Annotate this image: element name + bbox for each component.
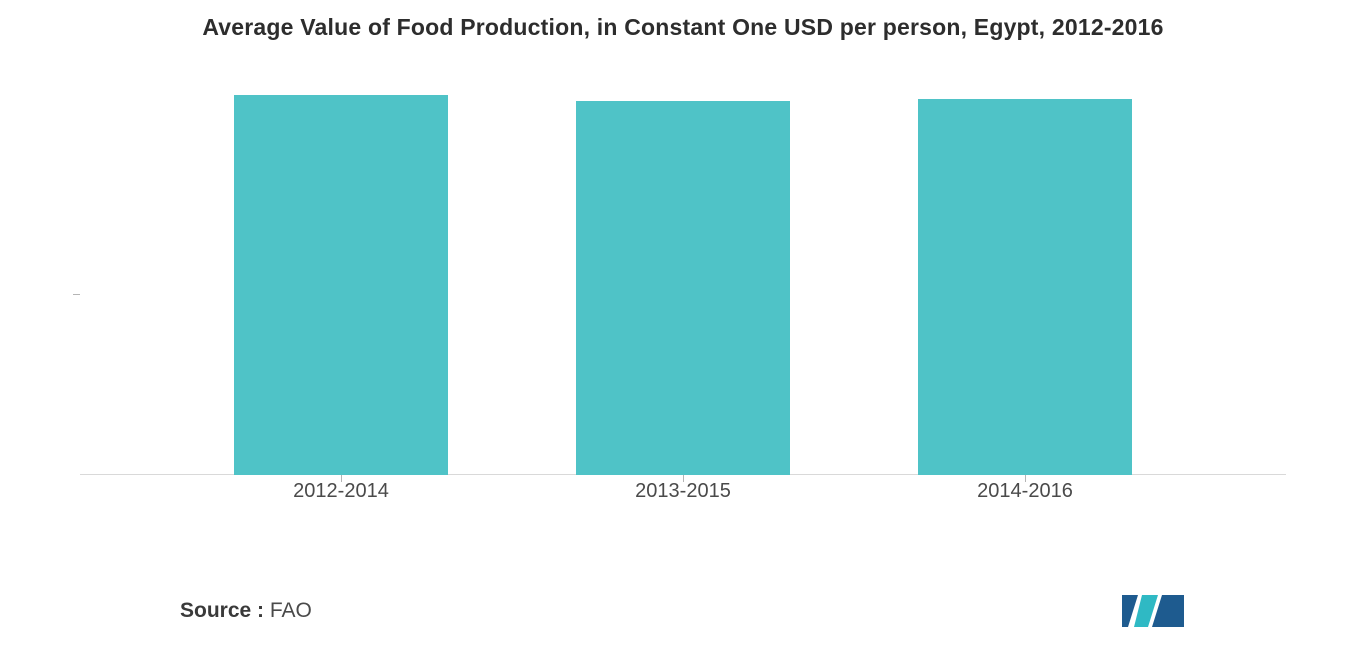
bar [576,101,790,475]
source-value: FAO [264,599,312,622]
chart-footer: Source : FAO [180,593,1186,629]
chart-title: Average Value of Food Production, in Con… [0,0,1366,51]
bar [234,95,448,475]
mordor-logo-icon [1120,593,1186,629]
bar-group [875,99,1175,475]
bar [918,99,1132,475]
chart-container: Average Value of Food Production, in Con… [0,0,1366,655]
bar-group [533,101,833,475]
bars-group [80,95,1286,475]
x-axis-labels: 2012-2014 2013-2015 2014-2016 [80,480,1286,503]
chart-plot-area [80,95,1286,475]
x-axis-label: 2014-2016 [875,480,1175,503]
x-axis-label: 2012-2014 [191,480,491,503]
y-axis-tick [73,294,80,295]
source-citation: Source : FAO [180,599,312,623]
source-label: Source : [180,599,264,622]
bar-group [191,95,491,475]
x-axis-label: 2013-2015 [533,480,833,503]
